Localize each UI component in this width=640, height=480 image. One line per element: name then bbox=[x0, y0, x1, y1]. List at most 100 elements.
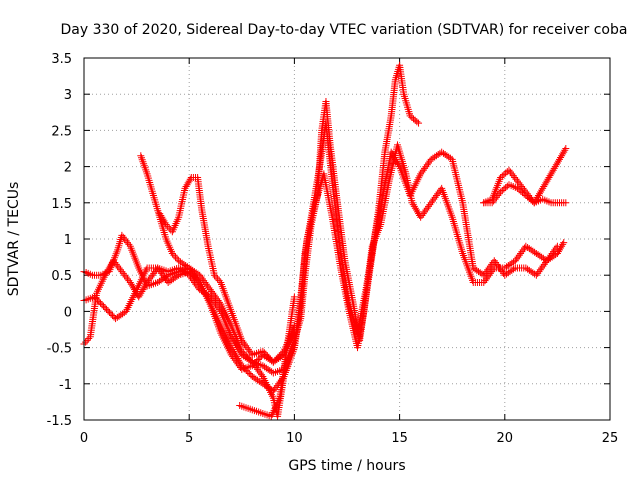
data-point bbox=[484, 273, 492, 281]
data-point bbox=[539, 262, 547, 270]
data-point bbox=[551, 163, 559, 171]
data-point bbox=[506, 168, 514, 176]
data-point bbox=[425, 159, 433, 167]
data-point bbox=[508, 170, 516, 178]
data-point bbox=[527, 246, 535, 254]
data-point bbox=[541, 256, 549, 264]
data-point bbox=[109, 257, 117, 265]
data-point bbox=[112, 260, 120, 268]
data-point bbox=[290, 322, 298, 330]
data-point bbox=[275, 380, 283, 388]
data-point bbox=[518, 183, 526, 191]
data-point bbox=[97, 299, 105, 307]
y-tick-labels: -1.5 -1 -0.5 0 0.5 1 1.5 2 2.5 3 3.5 bbox=[47, 52, 72, 429]
data-point bbox=[508, 266, 516, 274]
data-point bbox=[268, 386, 276, 394]
series-track-g bbox=[480, 145, 570, 207]
data-point bbox=[547, 170, 555, 178]
data-point bbox=[527, 268, 535, 276]
data-point bbox=[210, 271, 218, 279]
data-point bbox=[147, 273, 155, 281]
data-point bbox=[156, 268, 164, 276]
data-point bbox=[518, 248, 526, 256]
data-point bbox=[186, 175, 194, 183]
data-point bbox=[290, 293, 298, 301]
data-point bbox=[543, 257, 551, 265]
data-point bbox=[122, 237, 130, 245]
data-point bbox=[554, 157, 562, 165]
data-point bbox=[530, 199, 538, 207]
data-point bbox=[228, 335, 236, 343]
data-point bbox=[266, 355, 274, 363]
data-point bbox=[539, 184, 547, 192]
data-point bbox=[125, 277, 133, 285]
data-point bbox=[254, 355, 262, 363]
data-point bbox=[537, 188, 545, 196]
data-point bbox=[534, 269, 542, 277]
data-point bbox=[156, 210, 164, 218]
data-point bbox=[271, 385, 279, 393]
data-point bbox=[525, 266, 533, 274]
data-point bbox=[115, 312, 123, 320]
data-point bbox=[212, 273, 220, 281]
data-point bbox=[443, 152, 451, 160]
data-point bbox=[160, 217, 168, 225]
data-point bbox=[520, 186, 528, 194]
data-point bbox=[262, 382, 270, 390]
data-point bbox=[508, 259, 516, 267]
data-point bbox=[173, 272, 181, 280]
data-point bbox=[242, 342, 250, 350]
data-point bbox=[413, 208, 421, 216]
plot-frame bbox=[83, 57, 611, 421]
data-point bbox=[259, 347, 267, 355]
data-point bbox=[248, 373, 256, 381]
data-point bbox=[98, 301, 106, 309]
data-point bbox=[421, 208, 429, 216]
data-point bbox=[513, 177, 521, 185]
data-point bbox=[137, 289, 145, 297]
data-point bbox=[492, 259, 500, 267]
data-point bbox=[175, 257, 183, 265]
data-point bbox=[277, 350, 285, 358]
data-point bbox=[529, 247, 537, 255]
data-point bbox=[245, 369, 253, 377]
data-point bbox=[135, 293, 143, 301]
data-point bbox=[231, 356, 239, 364]
data-point bbox=[481, 277, 489, 285]
data-point bbox=[244, 345, 252, 353]
data-point bbox=[558, 152, 566, 160]
data-point bbox=[549, 248, 557, 256]
data-point bbox=[503, 270, 511, 278]
data-point bbox=[262, 364, 270, 372]
data-point bbox=[264, 383, 272, 391]
data-point bbox=[260, 349, 268, 357]
x-tick-label: 20 bbox=[497, 431, 514, 446]
data-point bbox=[230, 354, 238, 362]
data-point bbox=[546, 172, 554, 180]
data-point bbox=[116, 266, 124, 274]
data-point bbox=[498, 186, 506, 194]
data-point bbox=[233, 358, 241, 366]
data-point bbox=[101, 271, 109, 279]
data-point bbox=[119, 310, 127, 318]
data-point bbox=[243, 344, 251, 352]
data-point bbox=[549, 166, 557, 174]
data-point bbox=[503, 182, 511, 190]
grid-lines bbox=[83, 57, 611, 421]
data-point bbox=[509, 172, 517, 180]
data-point bbox=[534, 251, 542, 259]
data-point bbox=[234, 360, 242, 368]
data-point bbox=[113, 313, 121, 321]
data-point bbox=[255, 367, 263, 375]
data-point bbox=[513, 255, 521, 263]
data-point bbox=[411, 116, 419, 124]
data-point bbox=[522, 242, 530, 250]
data-point bbox=[506, 268, 514, 276]
data-point bbox=[250, 374, 258, 382]
data-point bbox=[252, 375, 260, 383]
data-point bbox=[419, 166, 427, 174]
data-point bbox=[536, 190, 544, 198]
data-point bbox=[499, 269, 507, 277]
data-point bbox=[417, 213, 425, 221]
data-point bbox=[101, 304, 109, 312]
